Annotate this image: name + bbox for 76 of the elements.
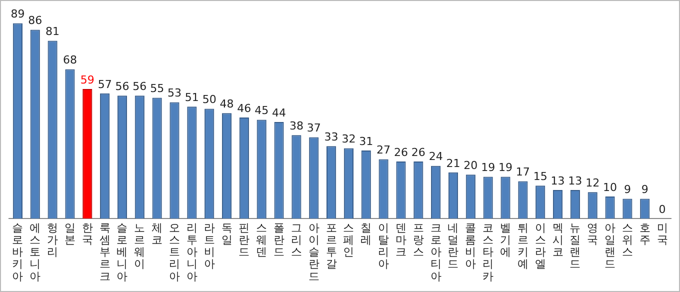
x-tick-label: 아이슬란드 [308,221,320,283]
data-label: 27 [376,144,391,157]
x-tick-label: 스웨덴 [256,221,268,259]
x-tick-label: 콜롬비아 [465,221,476,271]
data-label: 46 [237,102,252,115]
x-tick-label: 미국 [656,221,668,247]
data-label: 37 [306,122,321,135]
data-label: 12 [586,176,600,190]
data-label: 21 [446,156,460,170]
data-label: 17 [516,166,530,179]
data-label: 10 [603,180,618,194]
data-label: 9 [641,183,648,196]
x-tick-label: 아일랜드 [604,221,616,271]
data-label: 13 [568,174,582,188]
x-tick-label: 코스타리카 [482,221,494,283]
data-label: 26 [411,146,426,159]
data-label: 57 [98,78,112,91]
data-label: 19 [481,161,496,174]
x-tick-label: 헝가리 [47,221,58,259]
data-label: 48 [220,98,234,111]
x-tick-label: 뉴질랜드 [570,221,581,271]
x-tick-label: 오스트리아 [169,221,180,283]
x-tick-label: 독일 [221,221,232,247]
x-tick-label: 크로아티아 [430,221,442,283]
x-tick-label: 핀란드 [238,221,250,259]
data-label: 56 [115,80,130,93]
data-label: 55 [150,82,164,96]
x-tick-label: 멕시코 [552,221,564,259]
x-tick-label: 룩셈부르크 [99,221,110,283]
data-label: 24 [428,150,443,164]
data-label: 89 [10,8,25,21]
data-label: 38 [289,119,304,132]
data-label: 68 [62,54,77,67]
x-tick-label: 포르투갈 [326,221,337,271]
x-tick-label: 노르웨이 [134,221,146,271]
x-tick-label: 칠레 [360,221,372,247]
x-tick-label: 리투아니아 [186,221,198,283]
data-label: 86 [28,14,42,28]
data-label: 15 [533,170,548,183]
x-tick-label: 한국 [82,221,93,247]
x-tick-label: 호주 [639,221,650,247]
x-tick-label: 슬로바키아 [12,221,24,283]
data-label: 20 [464,158,478,172]
x-tick-label: 슬로베니아 [116,221,128,283]
x-tick-label: 일본 [64,221,76,247]
x-tick-label: 이스라엘 [534,221,546,271]
x-tick-label: 그리스 [290,221,302,259]
x-tick-label: 이탈리아 [378,221,390,271]
x-tick-label: 스페인 [343,221,354,259]
x-tick-label: 체코 [152,221,163,247]
data-label: 0 [658,202,666,216]
data-label: 56 [132,80,147,93]
x-tick-label: 영국 [587,221,598,247]
x-tick-label: 튀르키예 [517,221,528,271]
data-label: 53 [168,86,182,100]
data-label: 26 [394,146,408,159]
data-label: 81 [46,25,60,38]
x-tick-label: 네덜란드 [448,221,459,271]
data-label: 33 [324,130,338,144]
x-tick-label: 프랑스 [412,221,424,259]
x-tick-label: 라트비아 [204,221,215,271]
data-label: 31 [359,134,374,148]
data-label: 45 [254,104,269,118]
x-tick-label: 벨기에 [500,221,511,259]
data-label: 59 [80,73,94,86]
data-label: 9 [624,183,631,196]
x-tick-label: 덴마크 [395,221,406,259]
x-tick-label: 폴란드 [274,221,285,259]
data-label: 19 [498,161,512,174]
x-tick-label: 스위스 [622,221,633,259]
data-label: 51 [184,90,199,104]
x-tick-label: 에스토니아 [30,221,41,283]
data-label: 13 [550,174,565,188]
data-label: 50 [202,93,216,106]
data-label: 44 [272,106,286,120]
data-label: 32 [342,132,356,146]
